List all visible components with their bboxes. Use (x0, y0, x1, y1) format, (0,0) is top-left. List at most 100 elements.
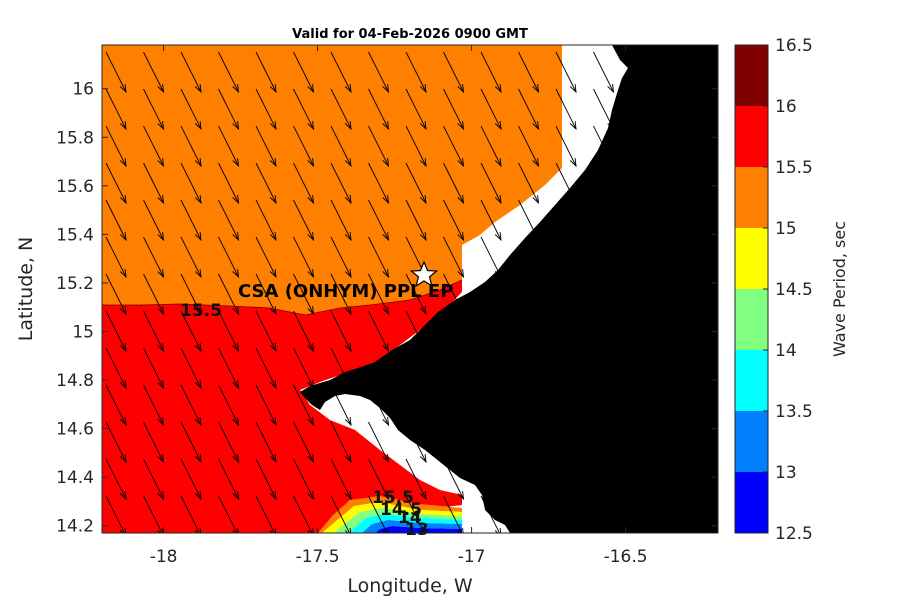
direction-arrow-head (344, 269, 352, 279)
direction-arrow-head (494, 232, 502, 242)
direction-arrow (480, 125, 502, 167)
direction-arrow-head (232, 158, 240, 168)
direction-arrow-head (119, 195, 127, 205)
direction-arrow (330, 236, 352, 278)
direction-arrow-head (119, 417, 127, 427)
direction-arrow (330, 495, 351, 533)
direction-arrow-head (232, 269, 240, 279)
direction-arrow (180, 125, 202, 167)
direction-arrow-head (119, 528, 127, 533)
direction-arrow (143, 236, 164, 278)
direction-arrow (368, 88, 389, 130)
direction-arrow (105, 51, 127, 93)
direction-arrow (255, 458, 277, 500)
direction-arrow-head (569, 84, 577, 94)
direction-arrow (518, 88, 539, 130)
direction-arrow-head (382, 269, 390, 279)
direction-arrow (405, 273, 427, 315)
direction-arrow (180, 458, 202, 500)
direction-arrow-head (119, 343, 127, 353)
x-tick-label: -17.5 (296, 547, 340, 567)
period-band-14.5-15 (322, 502, 462, 533)
direction-arrow (255, 199, 277, 241)
direction-arrow (368, 421, 389, 463)
direction-arrow (105, 162, 127, 204)
direction-arrow (330, 384, 352, 426)
direction-arrow-head (119, 491, 127, 501)
direction-arrow (255, 421, 277, 463)
direction-arrow (443, 51, 464, 93)
direction-arrow-head (307, 84, 315, 94)
direction-arrow (443, 236, 464, 278)
direction-arrow-head (344, 84, 352, 94)
direction-arrow-head (232, 84, 240, 94)
direction-arrow (218, 273, 239, 315)
direction-arrow-head (194, 158, 202, 168)
direction-arrow (218, 236, 239, 278)
direction-arrow-head (307, 269, 315, 279)
direction-arrow (480, 51, 502, 93)
direction-arrow (218, 347, 239, 389)
direction-arrow (255, 310, 277, 352)
direction-arrow (105, 88, 127, 130)
contour-label-13: 13 (405, 520, 429, 540)
y-tick-label: 14.2 (56, 517, 94, 537)
direction-arrow-head (157, 454, 165, 464)
direction-arrow-head (457, 195, 465, 205)
direction-arrow (143, 421, 164, 463)
direction-arrow-head (307, 195, 315, 205)
direction-arrow (330, 421, 352, 463)
colorbar-segment (735, 106, 768, 167)
direction-arrow (105, 236, 127, 278)
contour-label-14: 14 (398, 508, 422, 528)
direction-arrow-head (457, 232, 465, 242)
direction-arrow (293, 347, 314, 389)
direction-arrow (405, 310, 427, 352)
direction-arrow-head (157, 84, 165, 94)
direction-arrow (480, 495, 501, 533)
direction-arrow (330, 347, 352, 389)
direction-arrow (593, 51, 614, 93)
direction-arrow (218, 310, 239, 352)
direction-arrow-head (419, 121, 427, 131)
site-label: CSA (ONHYM) PPL EP (238, 281, 453, 302)
direction-arrow (180, 88, 202, 130)
direction-arrow (405, 88, 427, 130)
direction-arrow-head (307, 343, 315, 353)
direction-arrow-head (119, 121, 127, 131)
direction-arrow (293, 162, 314, 204)
direction-arrow (405, 125, 427, 167)
contour-line-15.5 (102, 279, 463, 316)
direction-arrow-head (457, 306, 465, 316)
period-region-15-15.5 (102, 45, 562, 315)
direction-arrow-head (232, 528, 239, 533)
y-axis-ticks: 16 15.8 15.6 15.4 15.2 15 14.8 14.6 14.4 14.2 (56, 80, 718, 537)
colorbar-tick-label: 16 (775, 97, 797, 117)
direction-arrow (330, 199, 352, 241)
direction-arrow (105, 458, 127, 500)
direction-arrow (143, 495, 163, 533)
colorbar-tick-label: 14 (775, 341, 797, 361)
direction-arrow (293, 199, 314, 241)
direction-arrow (368, 458, 389, 500)
direction-arrow-head (419, 158, 427, 168)
contour-label-15.5-left: 15.5 (180, 301, 222, 321)
direction-arrow (218, 51, 239, 93)
direction-arrow-head (194, 306, 202, 316)
direction-arrow-head (344, 528, 352, 533)
direction-arrow-head (157, 158, 165, 168)
direction-arrow (180, 51, 202, 93)
colorbar-segment (735, 350, 768, 411)
direction-arrow-head (119, 158, 127, 168)
direction-arrow (255, 273, 277, 315)
direction-arrow-head (157, 491, 165, 501)
direction-arrow (218, 88, 239, 130)
direction-arrow-head (157, 121, 165, 131)
direction-arrow (218, 421, 239, 463)
direction-arrow-head (344, 195, 352, 205)
direction-arrow-head (232, 232, 240, 242)
direction-arrow-head (194, 417, 202, 427)
direction-arrow (105, 310, 127, 352)
direction-arrow-head (269, 195, 277, 205)
period-band-14-14.5 (334, 508, 462, 533)
